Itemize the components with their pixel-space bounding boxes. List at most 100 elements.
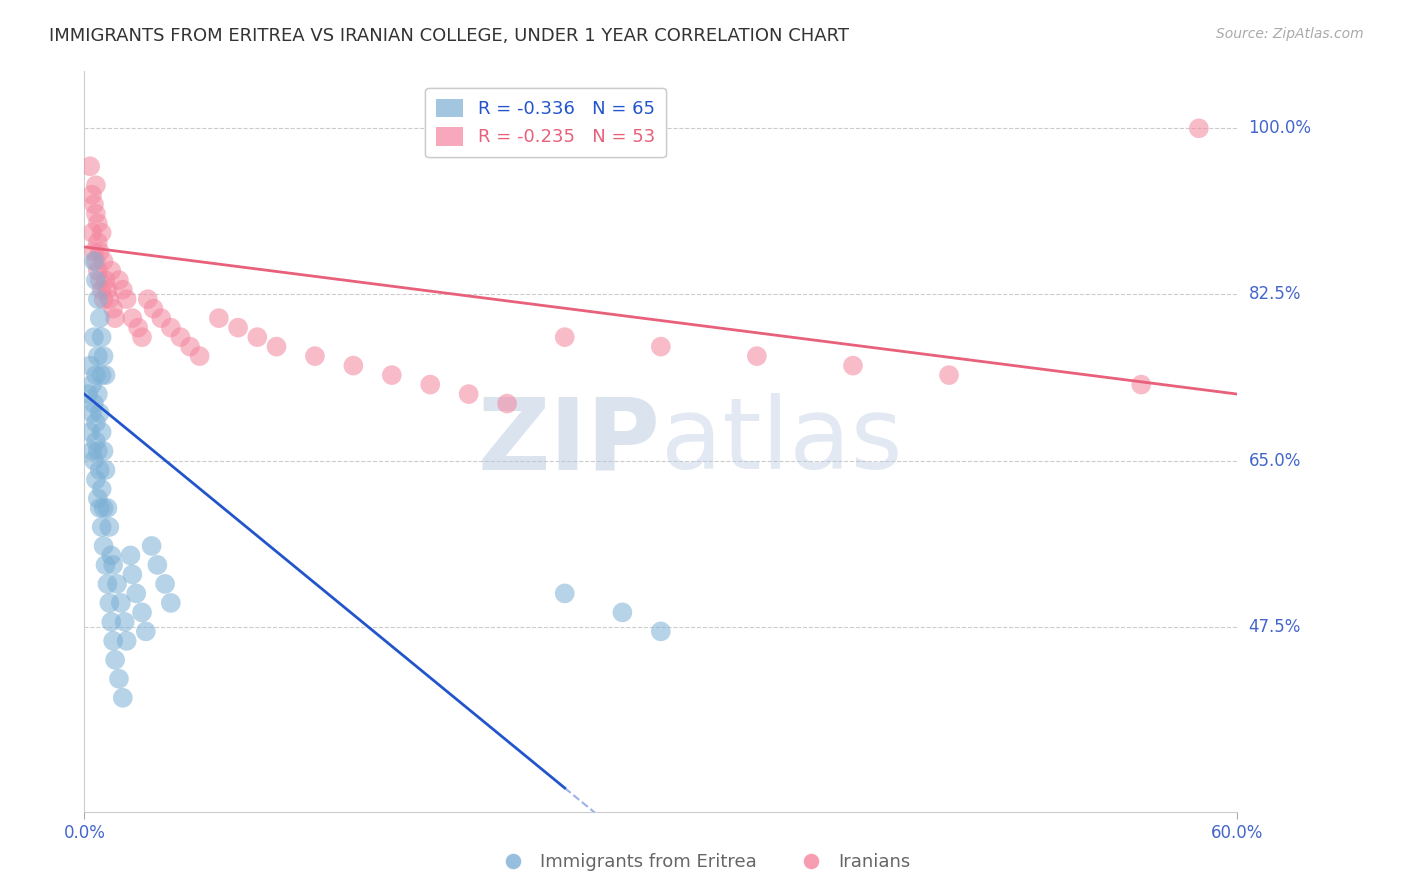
Point [98, 520, 121, 534]
Legend: R = -0.336   N = 65, R = -0.235   N = 53: R = -0.336 N = 65, R = -0.235 N = 53 [425, 87, 666, 157]
Point [650, 624, 672, 639]
Point [93, 254, 115, 268]
Point [83, 254, 105, 268]
Point [103, 633, 124, 648]
Point [96, 283, 118, 297]
Point [90, 482, 112, 496]
Point [419, 377, 441, 392]
Point [381, 368, 404, 383]
Text: IMMIGRANTS FROM ERITREA VS IRANIAN COLLEGE, UNDER 1 YEAR CORRELATION CHART: IMMIGRANTS FROM ERITREA VS IRANIAN COLLE… [49, 27, 849, 45]
Point [84, 178, 107, 193]
Point [103, 301, 124, 316]
Point [146, 558, 169, 572]
Point [90, 520, 112, 534]
Point [80, 187, 103, 202]
Point [1188, 121, 1211, 136]
Text: 100.0%: 100.0% [1249, 120, 1312, 137]
Point [83, 396, 105, 410]
Point [94, 273, 117, 287]
Point [94, 463, 117, 477]
Point [87, 491, 110, 506]
Point [89, 311, 111, 326]
Point [93, 500, 115, 515]
Point [89, 244, 111, 259]
Point [121, 311, 143, 326]
Point [98, 596, 121, 610]
Point [98, 292, 121, 306]
Point [87, 292, 110, 306]
Point [87, 216, 110, 230]
Point [104, 653, 127, 667]
Point [87, 349, 110, 363]
Point [110, 596, 132, 610]
Point [84, 416, 107, 430]
Point [79, 359, 101, 373]
Point [108, 672, 131, 686]
Point [115, 292, 138, 306]
Point [84, 273, 107, 287]
Text: 65.0%: 65.0% [1249, 451, 1301, 469]
Point [105, 577, 128, 591]
Point [93, 539, 115, 553]
Point [457, 387, 479, 401]
Point [90, 330, 112, 344]
Point [160, 596, 183, 610]
Point [90, 283, 112, 297]
Point [83, 330, 105, 344]
Point [938, 368, 960, 383]
Text: atlas: atlas [661, 393, 903, 490]
Point [87, 444, 110, 458]
Point [100, 549, 122, 563]
Point [153, 577, 176, 591]
Point [89, 500, 111, 515]
Point [142, 301, 165, 316]
Point [612, 606, 634, 620]
Point [103, 558, 124, 572]
Point [131, 606, 153, 620]
Point [87, 263, 110, 277]
Point [83, 197, 105, 211]
Point [79, 425, 101, 439]
Point [100, 615, 122, 629]
Point [131, 330, 153, 344]
Point [89, 463, 111, 477]
Text: ZIP: ZIP [478, 393, 661, 490]
Text: 47.5%: 47.5% [1249, 617, 1301, 636]
Point [246, 330, 269, 344]
Point [136, 292, 159, 306]
Point [304, 349, 326, 363]
Legend: Immigrants from Eritrea, Iranians: Immigrants from Eritrea, Iranians [488, 847, 918, 879]
Point [93, 444, 115, 458]
Point [94, 558, 117, 572]
Point [121, 567, 143, 582]
Point [90, 368, 112, 383]
Point [842, 359, 865, 373]
Point [87, 387, 110, 401]
Point [84, 434, 107, 449]
Point [745, 349, 768, 363]
Point [188, 349, 211, 363]
Point [93, 349, 115, 363]
Point [84, 368, 107, 383]
Text: 82.5%: 82.5% [1249, 285, 1301, 303]
Point [80, 377, 103, 392]
Point [104, 311, 127, 326]
Text: Source: ZipAtlas.com: Source: ZipAtlas.com [1216, 27, 1364, 41]
Point [650, 340, 672, 354]
Point [77, 387, 100, 401]
Point [90, 226, 112, 240]
Point [141, 539, 163, 553]
Point [96, 577, 118, 591]
Point [554, 586, 576, 600]
Point [84, 207, 107, 221]
Point [342, 359, 364, 373]
Point [84, 254, 107, 268]
Point [84, 473, 107, 487]
Point [100, 263, 122, 277]
Point [89, 406, 111, 420]
Point [80, 406, 103, 420]
Point [90, 425, 112, 439]
Point [554, 330, 576, 344]
Point [127, 320, 149, 334]
Point [160, 320, 183, 334]
